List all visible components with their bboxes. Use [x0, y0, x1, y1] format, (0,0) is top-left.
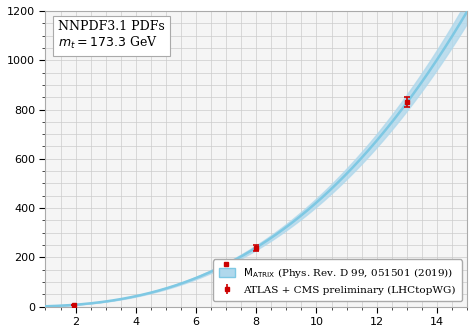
Legend: $\mathrm{M}_{\mathrm{ATRIX}}$ (Phys. Rev. D 99, 051501 (2019)), ATLAS + CMS prel: $\mathrm{M}_{\mathrm{ATRIX}}$ (Phys. Rev… — [213, 260, 462, 301]
Text: NNPDF3.1 PDFs
$m_t = 173.3$ GeV: NNPDF3.1 PDFs $m_t = 173.3$ GeV — [58, 20, 165, 51]
